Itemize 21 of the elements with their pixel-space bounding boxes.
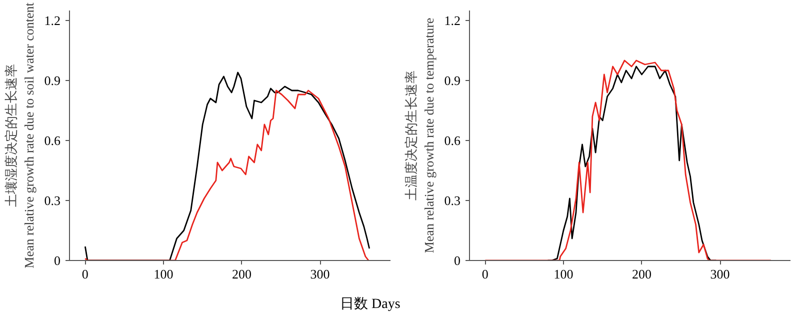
x-tick-label: 200 [232, 266, 252, 282]
x-tick-label: 300 [310, 266, 330, 282]
y-tick-label: 0.3 [44, 193, 60, 208]
y-tick-label: 1.2 [44, 13, 60, 28]
y-tick-label: 0.6 [444, 133, 461, 148]
y-axis-title: 土壤湿度决定的生长速率 Mean relative growth rate due to soil water content [3, 2, 36, 268]
x-axis-title: 日数 Days [340, 296, 400, 314]
x-tick-label: 0 [82, 266, 88, 282]
y-tick-label: 0 [54, 253, 60, 268]
y-tick-label: 0.9 [444, 73, 460, 88]
x-tick-label: 0 [482, 266, 488, 282]
x-tick-label: 100 [554, 266, 574, 282]
x-tick-label: 200 [632, 266, 652, 282]
y-tick-label: 0.3 [444, 193, 460, 208]
x-tick-label: 300 [710, 266, 730, 282]
y-axis-title: 土温度决定的生长速率 Mean relative growth rate due to temperature [403, 18, 436, 254]
y-tick-label: 0.9 [44, 73, 60, 88]
x-tick-label: 100 [154, 266, 174, 282]
y-tick-label: 0.6 [44, 133, 61, 148]
y-tick-label: 0 [454, 253, 460, 268]
y-tick-label: 1.2 [444, 13, 460, 28]
